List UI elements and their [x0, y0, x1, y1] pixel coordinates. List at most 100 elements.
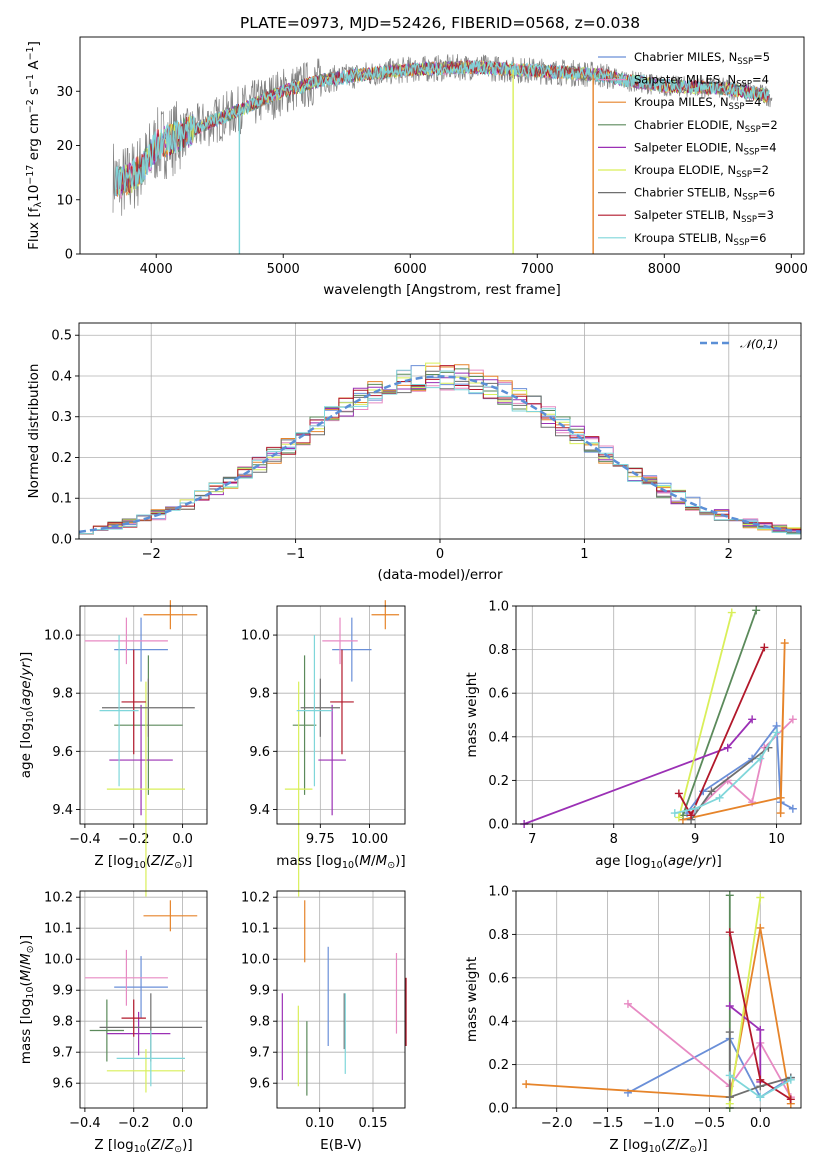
label-part: 10	[342, 860, 354, 871]
label-part: (	[661, 1137, 666, 1153]
x-axis-label: (data-model)/error	[377, 567, 503, 583]
x-tick-label: −2	[142, 547, 161, 562]
y-tick-label: 1.0	[488, 885, 509, 900]
x-axis-label: Z [log10(Z/Z⊙)]	[609, 1137, 707, 1155]
errorbar-point	[284, 681, 313, 897]
plot-area	[522, 891, 795, 1112]
x-axis-label: wavelength [Angstrom, rest frame]	[323, 282, 561, 298]
plot-area	[520, 606, 797, 828]
label-part: 10	[25, 711, 36, 723]
weight-marker	[776, 809, 785, 818]
label-part: −2	[25, 99, 36, 113]
y-axis-label: Flux [fλ10−17 erg cm−2 s−1 A−1]	[25, 41, 44, 250]
y-tick-label: 9.7	[249, 1046, 270, 1061]
legend-entry: 𝒩(0,1)	[740, 337, 778, 351]
x-tick-label: 0.10	[305, 1116, 334, 1131]
y-tick-label: 0.0	[51, 533, 72, 548]
label-part: 10	[134, 860, 146, 871]
label-part: ⊙	[174, 860, 182, 871]
x-axis-label: Z [log10(Z/Z⊙)]	[94, 1137, 192, 1155]
legend-entry: Chabrier STELIB, NSSP=6	[634, 186, 775, 203]
y-axis-label: mass weight	[464, 957, 480, 1042]
label-part: A	[26, 60, 42, 74]
label-part: (	[663, 853, 668, 869]
x-tick-label: 9	[691, 832, 699, 847]
legend-count: =3	[757, 208, 774, 222]
label-part: Z [log	[609, 1137, 648, 1153]
weight-marker	[623, 999, 632, 1008]
errorbar-point	[116, 1030, 186, 1087]
x-tick-label: 0.0	[172, 1116, 193, 1131]
x-tick-label: −2.0	[541, 1116, 573, 1131]
legend-count: =2	[761, 118, 778, 132]
weight-marker	[756, 923, 765, 932]
label-part: Z [log	[94, 1137, 133, 1153]
weight-marker	[748, 715, 757, 724]
legend-count: =2	[752, 163, 769, 177]
y-tick-label: 10.1	[44, 922, 73, 937]
label-part: ⊙	[174, 1144, 182, 1155]
x-tick-label: −0.4	[69, 1116, 101, 1131]
y-tick-label: 10.2	[241, 891, 270, 906]
errorbar-point	[292, 655, 317, 795]
legend-entry: Chabrier ELODIE, NSSP=2	[634, 118, 778, 135]
weight-marker	[727, 608, 736, 617]
spectrum-model-line	[115, 60, 770, 196]
label-part: mass [log	[18, 999, 34, 1065]
errorbar-point	[121, 999, 146, 1037]
weight-marker	[715, 793, 724, 802]
weight-marker	[756, 1093, 765, 1102]
errorbar-point	[101, 678, 195, 737]
gaussian-reference-curve	[78, 375, 802, 534]
weight-marker	[756, 1025, 765, 1034]
y-axis-label: mass weight	[464, 672, 480, 757]
chart-age_vs_Z: −0.4 −0.2 0.09.49.69.810.0Z [log10(Z/Z⊙)]a…	[18, 600, 208, 897]
errorbar-point	[332, 617, 372, 682]
y-tick-label: 9.8	[52, 687, 73, 702]
x-tick-label: 0.0	[750, 1116, 771, 1131]
weight-series-line	[728, 1032, 792, 1099]
x-tick-label: 5000	[267, 262, 300, 277]
y-tick-label: 0.5	[51, 329, 72, 344]
axes-frame	[276, 605, 406, 825]
label-part: 10	[134, 1144, 146, 1155]
weight-series-line	[678, 612, 733, 818]
errorbar-point	[330, 649, 354, 755]
weight-marker	[756, 893, 765, 902]
label-part: )]	[182, 1137, 193, 1153]
label-part: Z	[164, 1137, 175, 1153]
legend-sub: SSP	[742, 193, 758, 203]
label-part: /	[371, 853, 376, 869]
weight-marker	[725, 928, 734, 937]
legend-label: Salpeter STELIB, N	[634, 208, 741, 222]
label-part: M	[376, 853, 388, 869]
y-tick-label: 9.4	[249, 803, 270, 818]
weight-marker	[725, 1028, 734, 1037]
label-part: /	[160, 853, 165, 869]
axes-frame	[515, 605, 802, 825]
label-part: /	[160, 1137, 165, 1153]
weight-marker	[674, 813, 683, 822]
weight-marker	[786, 1075, 795, 1084]
chart-residuals: −2 −1 0 1 2 0.0 0.1 0.2 0.3 0.4 0.5 𝒩(0,1) (data-mod…	[26, 322, 802, 583]
errorbar-point	[322, 617, 358, 665]
errorbar-point	[371, 600, 400, 630]
label-part: Z [log	[94, 853, 133, 869]
y-tick-label: 9.7	[52, 1046, 73, 1061]
errorbar-point	[114, 956, 168, 1019]
legend-count: =4	[744, 95, 761, 109]
y-tick-label: 9.9	[249, 984, 270, 999]
legend-entry: Kroupa MILES, NSSP=4	[634, 95, 761, 112]
y-axis-label: Normed distribution	[26, 364, 42, 499]
label-part: /	[18, 965, 34, 970]
x-tick-label: 4000	[140, 262, 173, 277]
y-tick-label: 9.8	[249, 687, 270, 702]
label-part: )]	[395, 853, 406, 869]
x-tick-label: 8	[610, 832, 618, 847]
errorbar-point	[143, 900, 198, 932]
y-axis-label: age [log10(age/yr)]	[18, 652, 36, 778]
legend-sub: SSP	[741, 215, 757, 225]
x-tick-label: 0.0	[172, 832, 193, 847]
x-axis-label: age [log10(age/yr)]	[595, 853, 721, 871]
chart-spectrum: 4000 5000 6000 7000 8000 9000 0 10 20 30 wavelengt…	[25, 36, 808, 298]
